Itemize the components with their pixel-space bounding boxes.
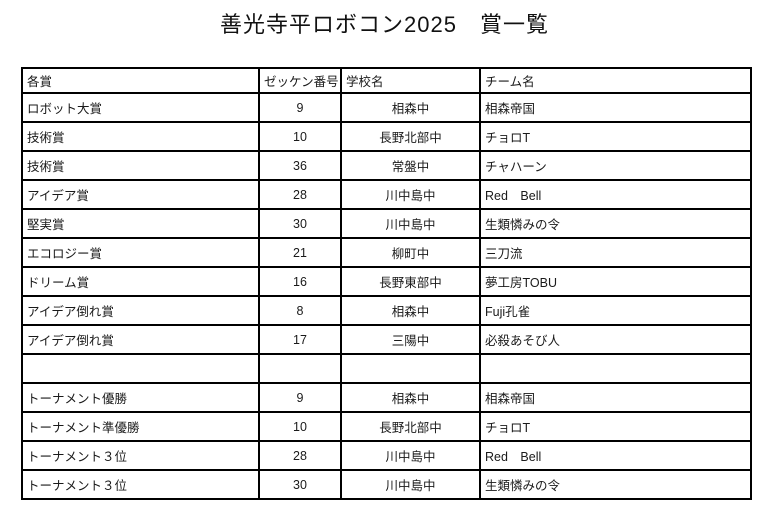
team-cell: 必殺あそび人 bbox=[479, 324, 752, 355]
award-cell: 堅実賞 bbox=[21, 208, 260, 239]
team-cell: 夢工房TOBU bbox=[479, 266, 752, 297]
bib-cell: 10 bbox=[258, 411, 342, 442]
column-header-bib-number: ゼッケン番号 bbox=[258, 67, 342, 94]
award-cell: 技術賞 bbox=[21, 150, 260, 181]
table-row: ロボット大賞 9 相森中 相森帝国 bbox=[21, 92, 752, 123]
school-cell: 常盤中 bbox=[340, 150, 481, 181]
school-cell: 相森中 bbox=[340, 92, 481, 123]
bib-cell: 28 bbox=[258, 179, 342, 210]
school-cell: 相森中 bbox=[340, 295, 481, 326]
award-cell: アイデア倒れ賞 bbox=[21, 295, 260, 326]
bib-cell: 9 bbox=[258, 382, 342, 413]
table-header-row: 各賞 ゼッケン番号 学校名 チーム名 bbox=[21, 67, 752, 94]
award-cell: トーナメント準優勝 bbox=[21, 411, 260, 442]
school-cell bbox=[340, 353, 481, 384]
table-row: トーナメント３位 28 川中島中 Red Bell bbox=[21, 440, 752, 471]
team-cell: Red Bell bbox=[479, 440, 752, 471]
award-cell: トーナメント３位 bbox=[21, 469, 260, 500]
team-cell: チャハーン bbox=[479, 150, 752, 181]
team-cell: チョロT bbox=[479, 411, 752, 442]
bib-cell: 30 bbox=[258, 469, 342, 500]
table-row: アイデア倒れ賞 17 三陽中 必殺あそび人 bbox=[21, 324, 752, 355]
team-cell: Fuji孔雀 bbox=[479, 295, 752, 326]
column-header-award: 各賞 bbox=[21, 67, 260, 94]
table-row bbox=[21, 353, 752, 384]
award-cell: トーナメント３位 bbox=[21, 440, 260, 471]
team-cell: チョロT bbox=[479, 121, 752, 152]
awards-table-body: ロボット大賞 9 相森中 相森帝国 技術賞 10 長野北部中 チョロT 技術賞 36 常盤中 チャハー… bbox=[21, 92, 752, 500]
award-cell bbox=[21, 353, 260, 384]
table-row: アイデア賞 28 川中島中 Red Bell bbox=[21, 179, 752, 210]
school-cell: 柳町中 bbox=[340, 237, 481, 268]
bib-cell: 8 bbox=[258, 295, 342, 326]
award-cell: ドリーム賞 bbox=[21, 266, 260, 297]
table-row: ドリーム賞 16 長野東部中 夢工房TOBU bbox=[21, 266, 752, 297]
table-row: 堅実賞 30 川中島中 生類憐みの令 bbox=[21, 208, 752, 239]
school-cell: 川中島中 bbox=[340, 469, 481, 500]
bib-cell bbox=[258, 353, 342, 384]
team-cell bbox=[479, 353, 752, 384]
award-cell: アイデア倒れ賞 bbox=[21, 324, 260, 355]
award-cell: 技術賞 bbox=[21, 121, 260, 152]
page-title: 善光寺平ロボコン2025 賞一覧 bbox=[220, 12, 549, 37]
team-cell: Red Bell bbox=[479, 179, 752, 210]
award-cell: エコロジー賞 bbox=[21, 237, 260, 268]
team-cell: 相森帝国 bbox=[479, 382, 752, 413]
school-cell: 長野北部中 bbox=[340, 121, 481, 152]
awards-table: 各賞 ゼッケン番号 学校名 チーム名 ロボット大賞 9 相森中 相森帝国 技術賞 10 長野… bbox=[21, 67, 752, 500]
table-row: 技術賞 36 常盤中 チャハーン bbox=[21, 150, 752, 181]
bib-cell: 21 bbox=[258, 237, 342, 268]
column-header-team: チーム名 bbox=[479, 67, 752, 94]
bib-cell: 28 bbox=[258, 440, 342, 471]
bib-cell: 9 bbox=[258, 92, 342, 123]
school-cell: 長野北部中 bbox=[340, 411, 481, 442]
award-cell: ロボット大賞 bbox=[21, 92, 260, 123]
bib-cell: 36 bbox=[258, 150, 342, 181]
bib-cell: 17 bbox=[258, 324, 342, 355]
award-cell: トーナメント優勝 bbox=[21, 382, 260, 413]
table-row: 技術賞 10 長野北部中 チョロT bbox=[21, 121, 752, 152]
team-cell: 生類憐みの令 bbox=[479, 469, 752, 500]
bib-cell: 16 bbox=[258, 266, 342, 297]
table-row: トーナメント３位 30 川中島中 生類憐みの令 bbox=[21, 469, 752, 500]
school-cell: 川中島中 bbox=[340, 179, 481, 210]
team-cell: 相森帝国 bbox=[479, 92, 752, 123]
team-cell: 三刀流 bbox=[479, 237, 752, 268]
table-row: エコロジー賞 21 柳町中 三刀流 bbox=[21, 237, 752, 268]
school-cell: 川中島中 bbox=[340, 440, 481, 471]
column-header-school: 学校名 bbox=[340, 67, 481, 94]
award-cell: アイデア賞 bbox=[21, 179, 260, 210]
team-cell: 生類憐みの令 bbox=[479, 208, 752, 239]
school-cell: 川中島中 bbox=[340, 208, 481, 239]
table-row: トーナメント準優勝 10 長野北部中 チョロT bbox=[21, 411, 752, 442]
bib-cell: 10 bbox=[258, 121, 342, 152]
school-cell: 長野東部中 bbox=[340, 266, 481, 297]
table-row: トーナメント優勝 9 相森中 相森帝国 bbox=[21, 382, 752, 413]
school-cell: 相森中 bbox=[340, 382, 481, 413]
table-row: アイデア倒れ賞 8 相森中 Fuji孔雀 bbox=[21, 295, 752, 326]
bib-cell: 30 bbox=[258, 208, 342, 239]
school-cell: 三陽中 bbox=[340, 324, 481, 355]
